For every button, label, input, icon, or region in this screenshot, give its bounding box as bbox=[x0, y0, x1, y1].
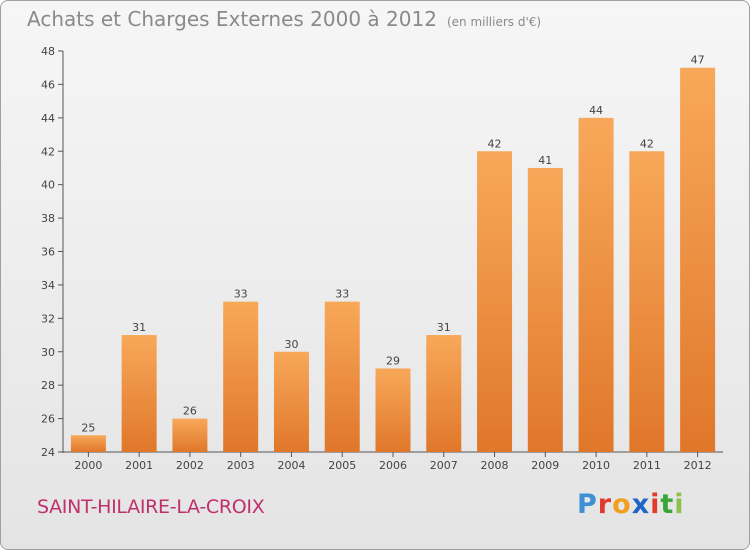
chart-title-text: Achats et Charges Externes 2000 à 2012 bbox=[27, 7, 437, 31]
bar bbox=[477, 151, 513, 452]
data-label: 47 bbox=[691, 54, 705, 67]
y-tick-label: 36 bbox=[41, 246, 55, 259]
logo-letter: r bbox=[597, 489, 613, 520]
y-tick-label: 40 bbox=[41, 179, 55, 192]
bar bbox=[324, 301, 360, 452]
x-tick-label: 2008 bbox=[481, 459, 509, 472]
data-label: 33 bbox=[335, 288, 349, 301]
x-tick-label: 2006 bbox=[379, 459, 407, 472]
logo-letter: i bbox=[674, 489, 685, 520]
y-tick-label: 34 bbox=[41, 279, 55, 292]
logo-letter: o bbox=[612, 489, 632, 520]
y-tick-label: 32 bbox=[41, 312, 55, 325]
bar bbox=[578, 117, 614, 452]
bar bbox=[70, 435, 106, 452]
x-tick-label: 2002 bbox=[176, 459, 204, 472]
bar bbox=[172, 418, 208, 452]
data-label: 44 bbox=[589, 104, 603, 117]
y-tick-label: 28 bbox=[41, 379, 55, 392]
y-tick-label: 44 bbox=[41, 112, 55, 125]
x-tick-label: 2001 bbox=[125, 459, 153, 472]
bar bbox=[121, 335, 157, 452]
x-tick-label: 2004 bbox=[277, 459, 305, 472]
y-tick-label: 38 bbox=[41, 212, 55, 225]
data-label: 42 bbox=[488, 137, 502, 150]
y-tick-label: 46 bbox=[41, 78, 55, 91]
bar bbox=[223, 301, 259, 452]
data-label: 41 bbox=[538, 154, 552, 167]
bar bbox=[426, 335, 462, 452]
chart-unit: (en milliers d'€) bbox=[446, 15, 542, 29]
commune-name: SAINT-HILAIRE-LA-CROIX bbox=[37, 496, 265, 518]
data-label: 29 bbox=[386, 354, 400, 367]
logo-letter: P bbox=[577, 489, 598, 520]
y-tick-label: 42 bbox=[41, 145, 55, 158]
x-tick-label: 2003 bbox=[227, 459, 255, 472]
bar bbox=[527, 167, 563, 453]
x-tick-label: 2011 bbox=[633, 459, 661, 472]
data-label: 30 bbox=[284, 338, 298, 351]
data-label: 25 bbox=[81, 421, 95, 434]
y-tick-label: 30 bbox=[41, 346, 55, 359]
logo-letter: t bbox=[660, 489, 675, 520]
data-label: 31 bbox=[132, 321, 146, 334]
y-tick-label: 24 bbox=[41, 446, 55, 459]
data-label: 42 bbox=[640, 137, 654, 150]
bar bbox=[629, 151, 665, 452]
chart-title: Achats et Charges Externes 2000 à 2012 (e… bbox=[27, 7, 541, 31]
logo-letter: x bbox=[631, 489, 651, 520]
bar bbox=[680, 67, 716, 452]
y-tick-label: 48 bbox=[41, 45, 55, 58]
x-tick-label: 2005 bbox=[328, 459, 356, 472]
logo-letter: i bbox=[650, 489, 661, 520]
bar bbox=[273, 351, 309, 452]
bar bbox=[375, 368, 411, 452]
data-label: 31 bbox=[437, 321, 451, 334]
data-label: 33 bbox=[234, 288, 248, 301]
x-tick-label: 2000 bbox=[74, 459, 102, 472]
data-label: 26 bbox=[183, 405, 197, 418]
y-tick-label: 26 bbox=[41, 413, 55, 426]
x-tick-label: 2007 bbox=[430, 459, 458, 472]
proxiti-logo: Proxiti bbox=[577, 489, 685, 520]
x-tick-label: 2010 bbox=[582, 459, 610, 472]
x-tick-label: 2012 bbox=[684, 459, 712, 472]
x-tick-label: 2009 bbox=[531, 459, 559, 472]
